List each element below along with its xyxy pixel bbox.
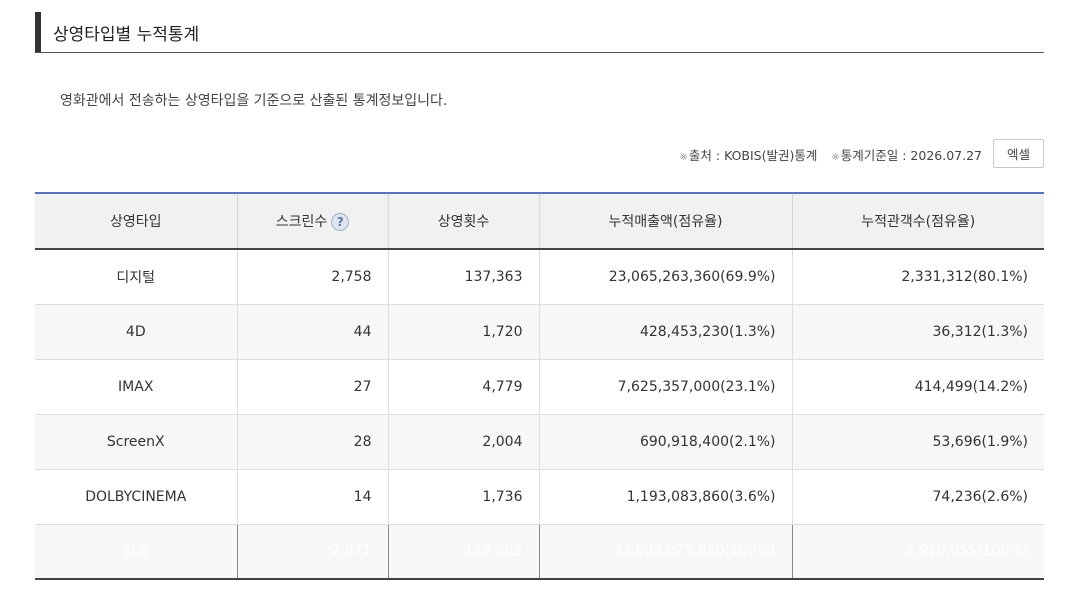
cell-revenue: 1,193,083,860(3.6%)	[539, 469, 793, 525]
col-header-showings: 상영횟수	[388, 193, 540, 250]
cell-showings: 1,736	[388, 469, 540, 525]
cell-revenue: 428,453,230(1.3%)	[539, 304, 793, 360]
cell-screens: 28	[237, 414, 389, 470]
cell-revenue: 23,065,263,360(69.9%)	[539, 249, 793, 305]
screen-type-stats-table: 상영타입 스크린수? 상영횟수 누적매출액(점유율) 누적관객수(점유율) 디지…	[35, 192, 1044, 580]
table-row: IMAX 27 4,779 7,625,357,000(23.1%) 414,4…	[35, 359, 1044, 415]
cell-revenue: 7,625,357,000(23.1%)	[539, 359, 793, 415]
total-showings: 147,602	[388, 524, 540, 580]
cell-type: 디지털	[35, 249, 238, 305]
col-header-audience: 누적관객수(점유율)	[792, 193, 1044, 250]
table-row: DOLBYCINEMA 14 1,736 1,193,083,860(3.6%)…	[35, 469, 1044, 525]
total-revenue: 33,003,075,850(100%)	[539, 524, 793, 580]
cell-showings: 4,779	[388, 359, 540, 415]
meta-info: ※출처 : KOBIS(발권)통계 ※통계기준일 : 2026.07.27	[680, 145, 982, 164]
excel-download-button[interactable]: 엑셀	[993, 139, 1044, 168]
asterisk-icon: ※	[679, 152, 688, 163]
cell-showings: 137,363	[388, 249, 540, 305]
source-info: ※출처 : KOBIS(발권)통계	[680, 145, 818, 164]
table-total-row: 합계 2,871 147,602 33,003,075,850(100%) 2,…	[35, 524, 1044, 580]
total-type: 합계	[35, 524, 238, 580]
table-row: 디지털 2,758 137,363 23,065,263,360(69.9%) …	[35, 249, 1044, 305]
cell-showings: 2,004	[388, 414, 540, 470]
col-header-revenue: 누적매출액(점유율)	[539, 193, 793, 250]
cell-type: ScreenX	[35, 414, 238, 470]
cell-screens: 27	[237, 359, 389, 415]
table-row: ScreenX 28 2,004 690,918,400(2.1%) 53,69…	[35, 414, 1044, 470]
cell-revenue: 690,918,400(2.1%)	[539, 414, 793, 470]
cell-screens: 14	[237, 469, 389, 525]
cell-screens: 2,758	[237, 249, 389, 305]
table-header-row: 상영타입 스크린수? 상영횟수 누적매출액(점유율) 누적관객수(점유율)	[35, 193, 1044, 250]
section-title: 상영타입별 누적통계	[53, 25, 200, 45]
cell-type: IMAX	[35, 359, 238, 415]
asterisk-icon: ※	[831, 152, 840, 163]
source-label: 출처 : KOBIS(발권)통계	[688, 148, 818, 163]
section-description: 영화관에서 전송하는 상영타입을 기준으로 산출된 통계정보입니다.	[60, 93, 448, 109]
total-screens: 2,871	[237, 524, 389, 580]
cell-audience: 36,312(1.3%)	[792, 304, 1044, 360]
total-audience: 2,910,055(100%)	[792, 524, 1044, 580]
help-icon[interactable]: ?	[331, 213, 350, 231]
cell-audience: 414,499(14.2%)	[792, 359, 1044, 415]
date-label: 통계기준일 : 2026.07.27	[840, 148, 982, 163]
cell-audience: 53,696(1.9%)	[792, 414, 1044, 470]
col-header-screens: 스크린수?	[237, 193, 389, 250]
col-header-type: 상영타입	[35, 193, 238, 250]
section-header: 상영타입별 누적통계	[35, 12, 1044, 53]
cell-audience: 2,331,312(80.1%)	[792, 249, 1044, 305]
cell-showings: 1,720	[388, 304, 540, 360]
title-accent-bar	[35, 12, 41, 52]
cell-type: 4D	[35, 304, 238, 360]
col-header-screens-label: 스크린수	[275, 214, 328, 230]
date-info: ※통계기준일 : 2026.07.27	[831, 145, 982, 164]
cell-type: DOLBYCINEMA	[35, 469, 238, 525]
cell-screens: 44	[237, 304, 389, 360]
table-row: 4D 44 1,720 428,453,230(1.3%) 36,312(1.3…	[35, 304, 1044, 360]
cell-audience: 74,236(2.6%)	[792, 469, 1044, 525]
